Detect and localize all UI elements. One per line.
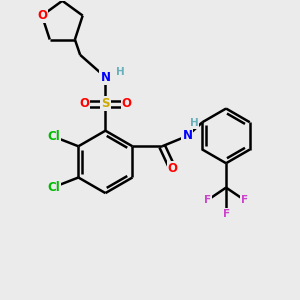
Text: O: O (79, 98, 89, 110)
Text: O: O (37, 9, 47, 22)
Text: F: F (223, 209, 230, 219)
Text: F: F (204, 195, 211, 205)
Text: Cl: Cl (48, 181, 60, 194)
Text: H: H (116, 67, 125, 77)
Text: H: H (190, 118, 198, 128)
Text: O: O (122, 98, 132, 110)
Text: O: O (168, 162, 178, 175)
Text: Cl: Cl (48, 130, 60, 143)
Text: N: N (182, 129, 192, 142)
Text: F: F (241, 195, 248, 205)
Text: N: N (100, 71, 110, 84)
Text: S: S (101, 98, 110, 110)
